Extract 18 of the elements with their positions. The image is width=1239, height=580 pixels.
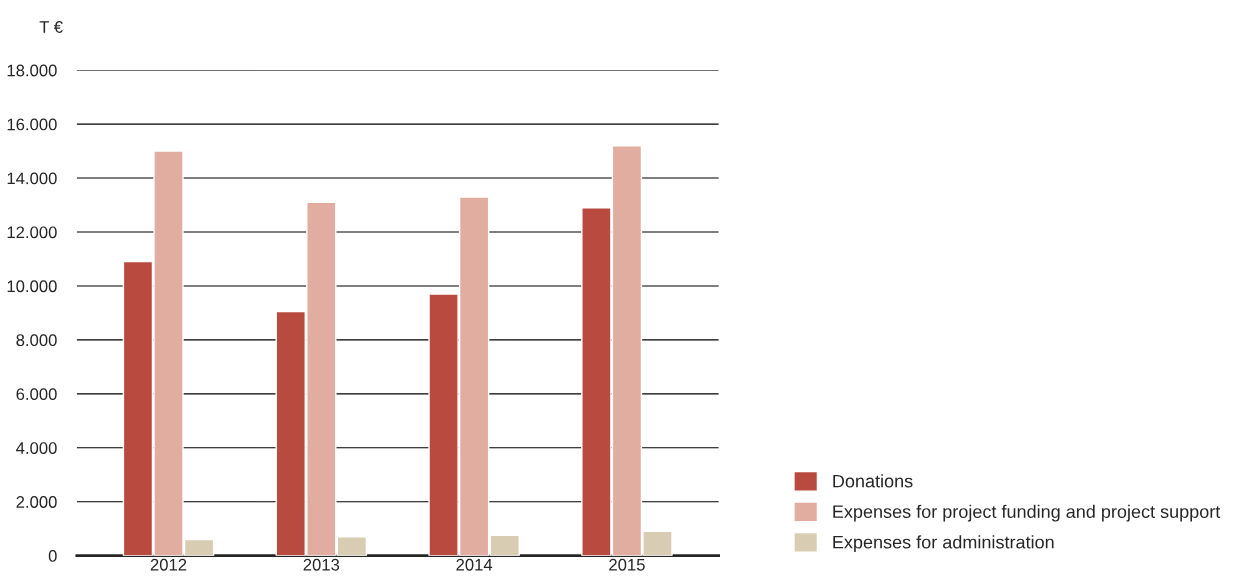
x-tick-label: 2015: [609, 558, 645, 571]
x-tick-label: 2012: [150, 558, 187, 571]
legend-label: Expenses for project funding and project support: [833, 504, 1221, 522]
y-tick-label: 14.000: [7, 172, 57, 185]
x-tick-label: 2013: [303, 558, 340, 571]
y-tick-label: 6.000: [16, 388, 57, 401]
y-tick-label: 2.000: [16, 496, 57, 508]
y-tick-label: 0: [48, 550, 57, 562]
y-axis-title: T €: [39, 21, 63, 33]
y-tick-label: 4.000: [16, 442, 57, 454]
y-tick-label: 16.000: [7, 118, 57, 131]
legend-label: Donations: [833, 474, 913, 488]
x-tick-label: 2014: [456, 558, 493, 571]
y-tick-label: 18.000: [7, 64, 57, 77]
legend-label: Expenses for administration: [833, 535, 1054, 553]
y-tick-label: 10.000: [7, 280, 57, 293]
y-tick-label: 12.000: [7, 226, 57, 239]
y-tick-label: 8.000: [16, 334, 57, 347]
